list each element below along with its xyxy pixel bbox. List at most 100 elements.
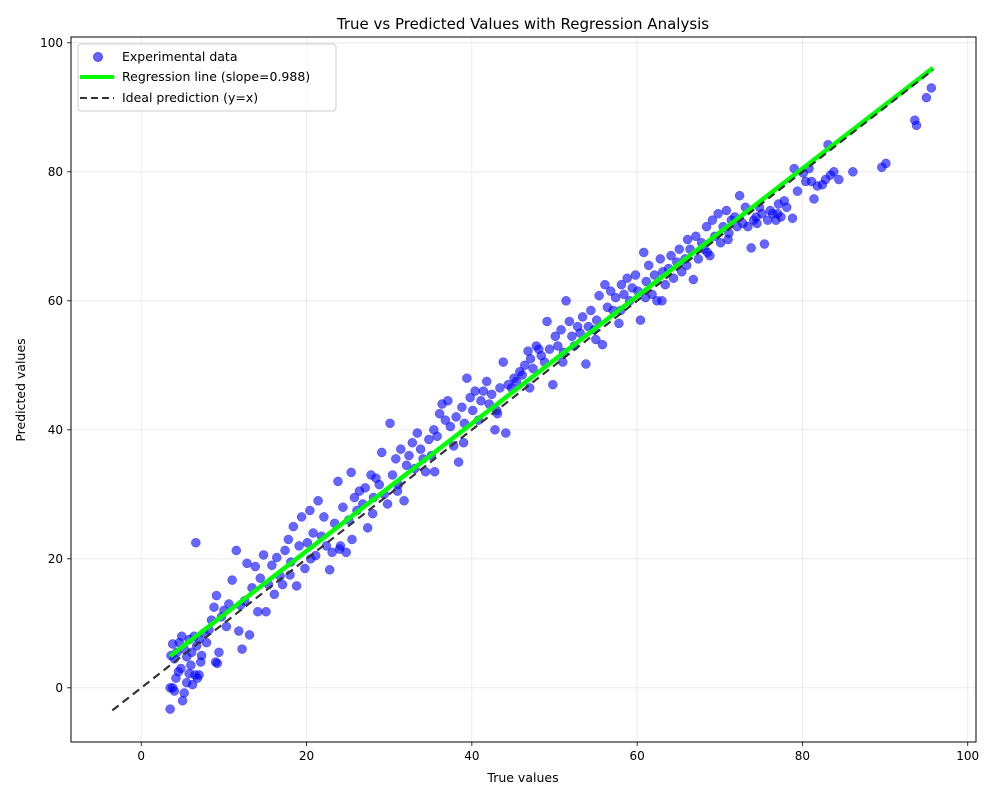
- data-point: [476, 396, 486, 406]
- data-point: [519, 360, 530, 371]
- y-tick-label: 40: [48, 423, 63, 437]
- data-point: [668, 273, 679, 283]
- data-point: [382, 499, 393, 509]
- data-point: [445, 421, 456, 432]
- data-point: [639, 247, 649, 258]
- ideal-prediction-line: [111, 69, 934, 712]
- data-point: [465, 392, 475, 403]
- data-point: [457, 402, 467, 412]
- data-point: [221, 621, 232, 632]
- data-point: [548, 379, 558, 390]
- data-point: [511, 376, 522, 387]
- data-point: [288, 521, 299, 532]
- data-point: [481, 376, 492, 387]
- data-point: [643, 260, 654, 271]
- x-axis-ticks: 0 20 40 60 80 100: [137, 742, 979, 763]
- chart-title: True vs Predicted Values with Regression…: [336, 15, 709, 33]
- data-point: [693, 254, 704, 264]
- y-tick-label: 20: [48, 552, 63, 566]
- data-point: [921, 92, 932, 103]
- data-point: [346, 467, 356, 478]
- data-point: [261, 606, 271, 617]
- data-point: [187, 679, 198, 690]
- data-point: [407, 437, 418, 448]
- data-point: [191, 537, 201, 548]
- data-point: [655, 254, 666, 264]
- data-point: [848, 167, 858, 177]
- data-point: [404, 450, 414, 461]
- data-point: [772, 208, 783, 219]
- data-point: [674, 244, 685, 254]
- data-point: [401, 460, 412, 471]
- data-point: [490, 425, 500, 435]
- data-point: [630, 270, 641, 280]
- data-point: [308, 528, 318, 538]
- data-point: [434, 408, 445, 419]
- data-point: [399, 496, 409, 506]
- data-point: [787, 213, 798, 223]
- data-point: [911, 120, 922, 131]
- y-tick-label: 80: [48, 165, 63, 179]
- data-point: [227, 575, 237, 585]
- data-point: [300, 563, 310, 574]
- data-point: [495, 383, 505, 393]
- data-point: [752, 218, 762, 229]
- data-point: [649, 270, 660, 280]
- data-point: [517, 370, 528, 380]
- data-point: [272, 552, 282, 563]
- data-point: [453, 457, 464, 467]
- data-point: [209, 602, 219, 612]
- data-point: [577, 312, 588, 322]
- data-point: [324, 565, 335, 575]
- data-point: [258, 550, 269, 560]
- data-point: [338, 502, 348, 512]
- data-point: [829, 167, 839, 177]
- data-point: [377, 447, 387, 458]
- data-point: [542, 316, 552, 327]
- data-point: [713, 208, 723, 219]
- data-point: [528, 363, 538, 374]
- legend: Experimental data Regression line (slope…: [77, 43, 337, 112]
- data-point: [319, 512, 329, 522]
- data-point: [367, 508, 378, 519]
- y-tick-label: 60: [48, 294, 63, 308]
- data-point: [605, 286, 616, 296]
- data-point: [201, 637, 212, 648]
- data-point: [451, 412, 461, 422]
- data-point: [280, 545, 290, 556]
- data-point: [757, 208, 767, 219]
- data-point: [176, 663, 186, 674]
- data-point: [553, 341, 563, 351]
- data-point: [362, 523, 373, 533]
- x-tick-label: 60: [630, 749, 645, 763]
- data-point: [641, 276, 651, 287]
- data-point: [448, 441, 459, 451]
- data-point: [165, 704, 175, 714]
- data-point: [581, 359, 591, 369]
- data-point: [781, 202, 792, 213]
- x-axis-label: True values: [486, 770, 558, 785]
- data-point: [385, 418, 395, 429]
- data-point: [412, 428, 423, 438]
- data-point: [242, 558, 252, 569]
- x-tick-label: 40: [464, 749, 479, 763]
- plot-frame: [70, 36, 977, 743]
- data-point: [622, 273, 632, 283]
- y-axis-ticks: 0 20 40 60 80 100: [40, 36, 71, 695]
- legend-label-experimental: Experimental data: [122, 49, 238, 64]
- data-point: [586, 305, 596, 316]
- data-point: [525, 354, 536, 364]
- data-point: [564, 316, 575, 327]
- data-point: [721, 205, 732, 216]
- data-point: [614, 318, 624, 329]
- data-point: [926, 83, 937, 93]
- data-point: [443, 396, 453, 406]
- y-axis-label: Predicted values: [13, 338, 28, 441]
- data-point: [556, 325, 566, 335]
- x-tick-label: 20: [299, 749, 314, 763]
- data-point: [544, 344, 555, 354]
- data-point: [169, 686, 180, 696]
- data-point: [374, 479, 385, 490]
- data-point: [244, 630, 255, 640]
- data-point: [177, 695, 188, 706]
